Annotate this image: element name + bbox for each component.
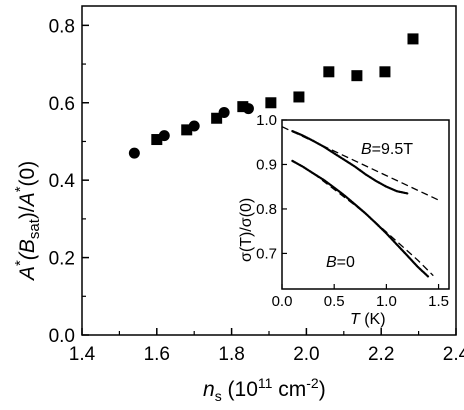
inset-plot-frame (281, 119, 450, 290)
inset-ytick-label: 1.0 (256, 112, 277, 129)
inset-ticks (281, 119, 440, 289)
inset-ytick-label: 0.9 (256, 156, 277, 173)
main-ytick-labels: 0.0 0.2 0.4 0.6 0.8 (49, 16, 76, 347)
data-point-square (181, 124, 193, 136)
ylabel-paren-open: (B (16, 239, 39, 260)
inset-xlabel-symbol: T (350, 311, 361, 328)
data-point-square (351, 70, 363, 82)
inset-xtick-label: 1.0 (376, 293, 397, 310)
inset-fit-line-dashed (312, 172, 434, 277)
data-point-square (379, 66, 391, 78)
main-ytick-label: 0.4 (49, 171, 76, 192)
main-data-points (128, 33, 419, 159)
data-point-square (293, 91, 305, 103)
inset-series (281, 126, 439, 278)
data-point-square (407, 33, 419, 45)
inset-x-axis-label: T (K) (350, 311, 386, 328)
xlabel-symbol: n (203, 378, 215, 401)
ylabel-a1: A (16, 266, 39, 282)
ylabel-a2: A (16, 192, 39, 208)
data-point-circle (128, 147, 140, 159)
main-xtick-label: 2.0 (293, 344, 319, 365)
main-x-axis-label: ns (1011 cm-2) (203, 375, 326, 404)
inset-xtick-label: 0.5 (324, 293, 345, 310)
xlabel-exponent-2: -2 (306, 375, 319, 391)
main-ytick-label: 0.2 (49, 249, 75, 270)
xlabel-exponent-1: 11 (258, 375, 273, 391)
main-ticks (81, 24, 457, 336)
label-zero-field-value: =0 (337, 254, 355, 271)
main-xtick-label: 1.8 (218, 344, 244, 365)
main-y-axis-label: A*(Bsat)/A*(0) (12, 161, 43, 282)
xlabel-subscript: s (215, 388, 222, 404)
data-point-square (237, 101, 249, 113)
inset-xlabel-units: (K) (360, 311, 386, 328)
inset-fit-line-dashed (281, 126, 439, 201)
inset-series-label-zero-field: B=0 (326, 254, 355, 271)
ylabel-paren-close: )/ (16, 206, 39, 219)
data-point-square (151, 134, 163, 146)
xlabel-units: (10 (222, 378, 258, 401)
label-high-field-symbol: B (361, 141, 372, 158)
main-ytick-label: 0.0 (49, 326, 75, 347)
xlabel-units-2: cm (272, 378, 306, 401)
data-point-square (211, 112, 223, 124)
xlabel-close: ) (319, 378, 326, 401)
label-high-field-value: =9.5T (372, 141, 414, 158)
inset-xtick-labels: 0.0 0.5 1.0 1.5 (272, 293, 449, 310)
main-ytick-label: 0.8 (49, 16, 75, 37)
main-xtick-label: 2.4 (443, 344, 464, 365)
inset-series-label-high-field: B=9.5T (361, 141, 413, 158)
ylabel-subscript: sat (26, 218, 43, 239)
main-xtick-label: 1.6 (144, 344, 170, 365)
data-point-square (323, 66, 335, 78)
inset-ytick-labels: 0.7 0.8 0.9 1.0 (256, 112, 277, 262)
data-point-square (265, 97, 277, 109)
inset-xtick-label: 1.5 (428, 293, 449, 310)
inset-ytick-label: 0.7 (256, 245, 277, 262)
inset-xtick-label: 0.0 (272, 293, 293, 310)
inset-ytick-label: 0.8 (256, 201, 277, 218)
main-xtick-labels: 1.4 1.6 1.8 2.0 2.2 2.4 (69, 344, 464, 365)
ylabel-star2: * (12, 186, 29, 192)
ylabel-tail: (0) (16, 161, 39, 187)
main-ytick-label: 0.6 (49, 94, 75, 115)
inset-data-curve (291, 130, 409, 195)
inset-chart: 0.0 0.5 1.0 1.5 0.7 0.8 0.9 1.0 T (K) σ(T)/σ(0… (238, 112, 450, 328)
inset-y-axis-label: σ(T)/σ(0) (238, 198, 255, 262)
label-zero-field-symbol: B (326, 254, 337, 271)
main-xtick-label: 2.2 (368, 344, 394, 365)
main-xtick-label: 1.4 (69, 344, 96, 365)
ylabel-star1: * (12, 260, 29, 266)
